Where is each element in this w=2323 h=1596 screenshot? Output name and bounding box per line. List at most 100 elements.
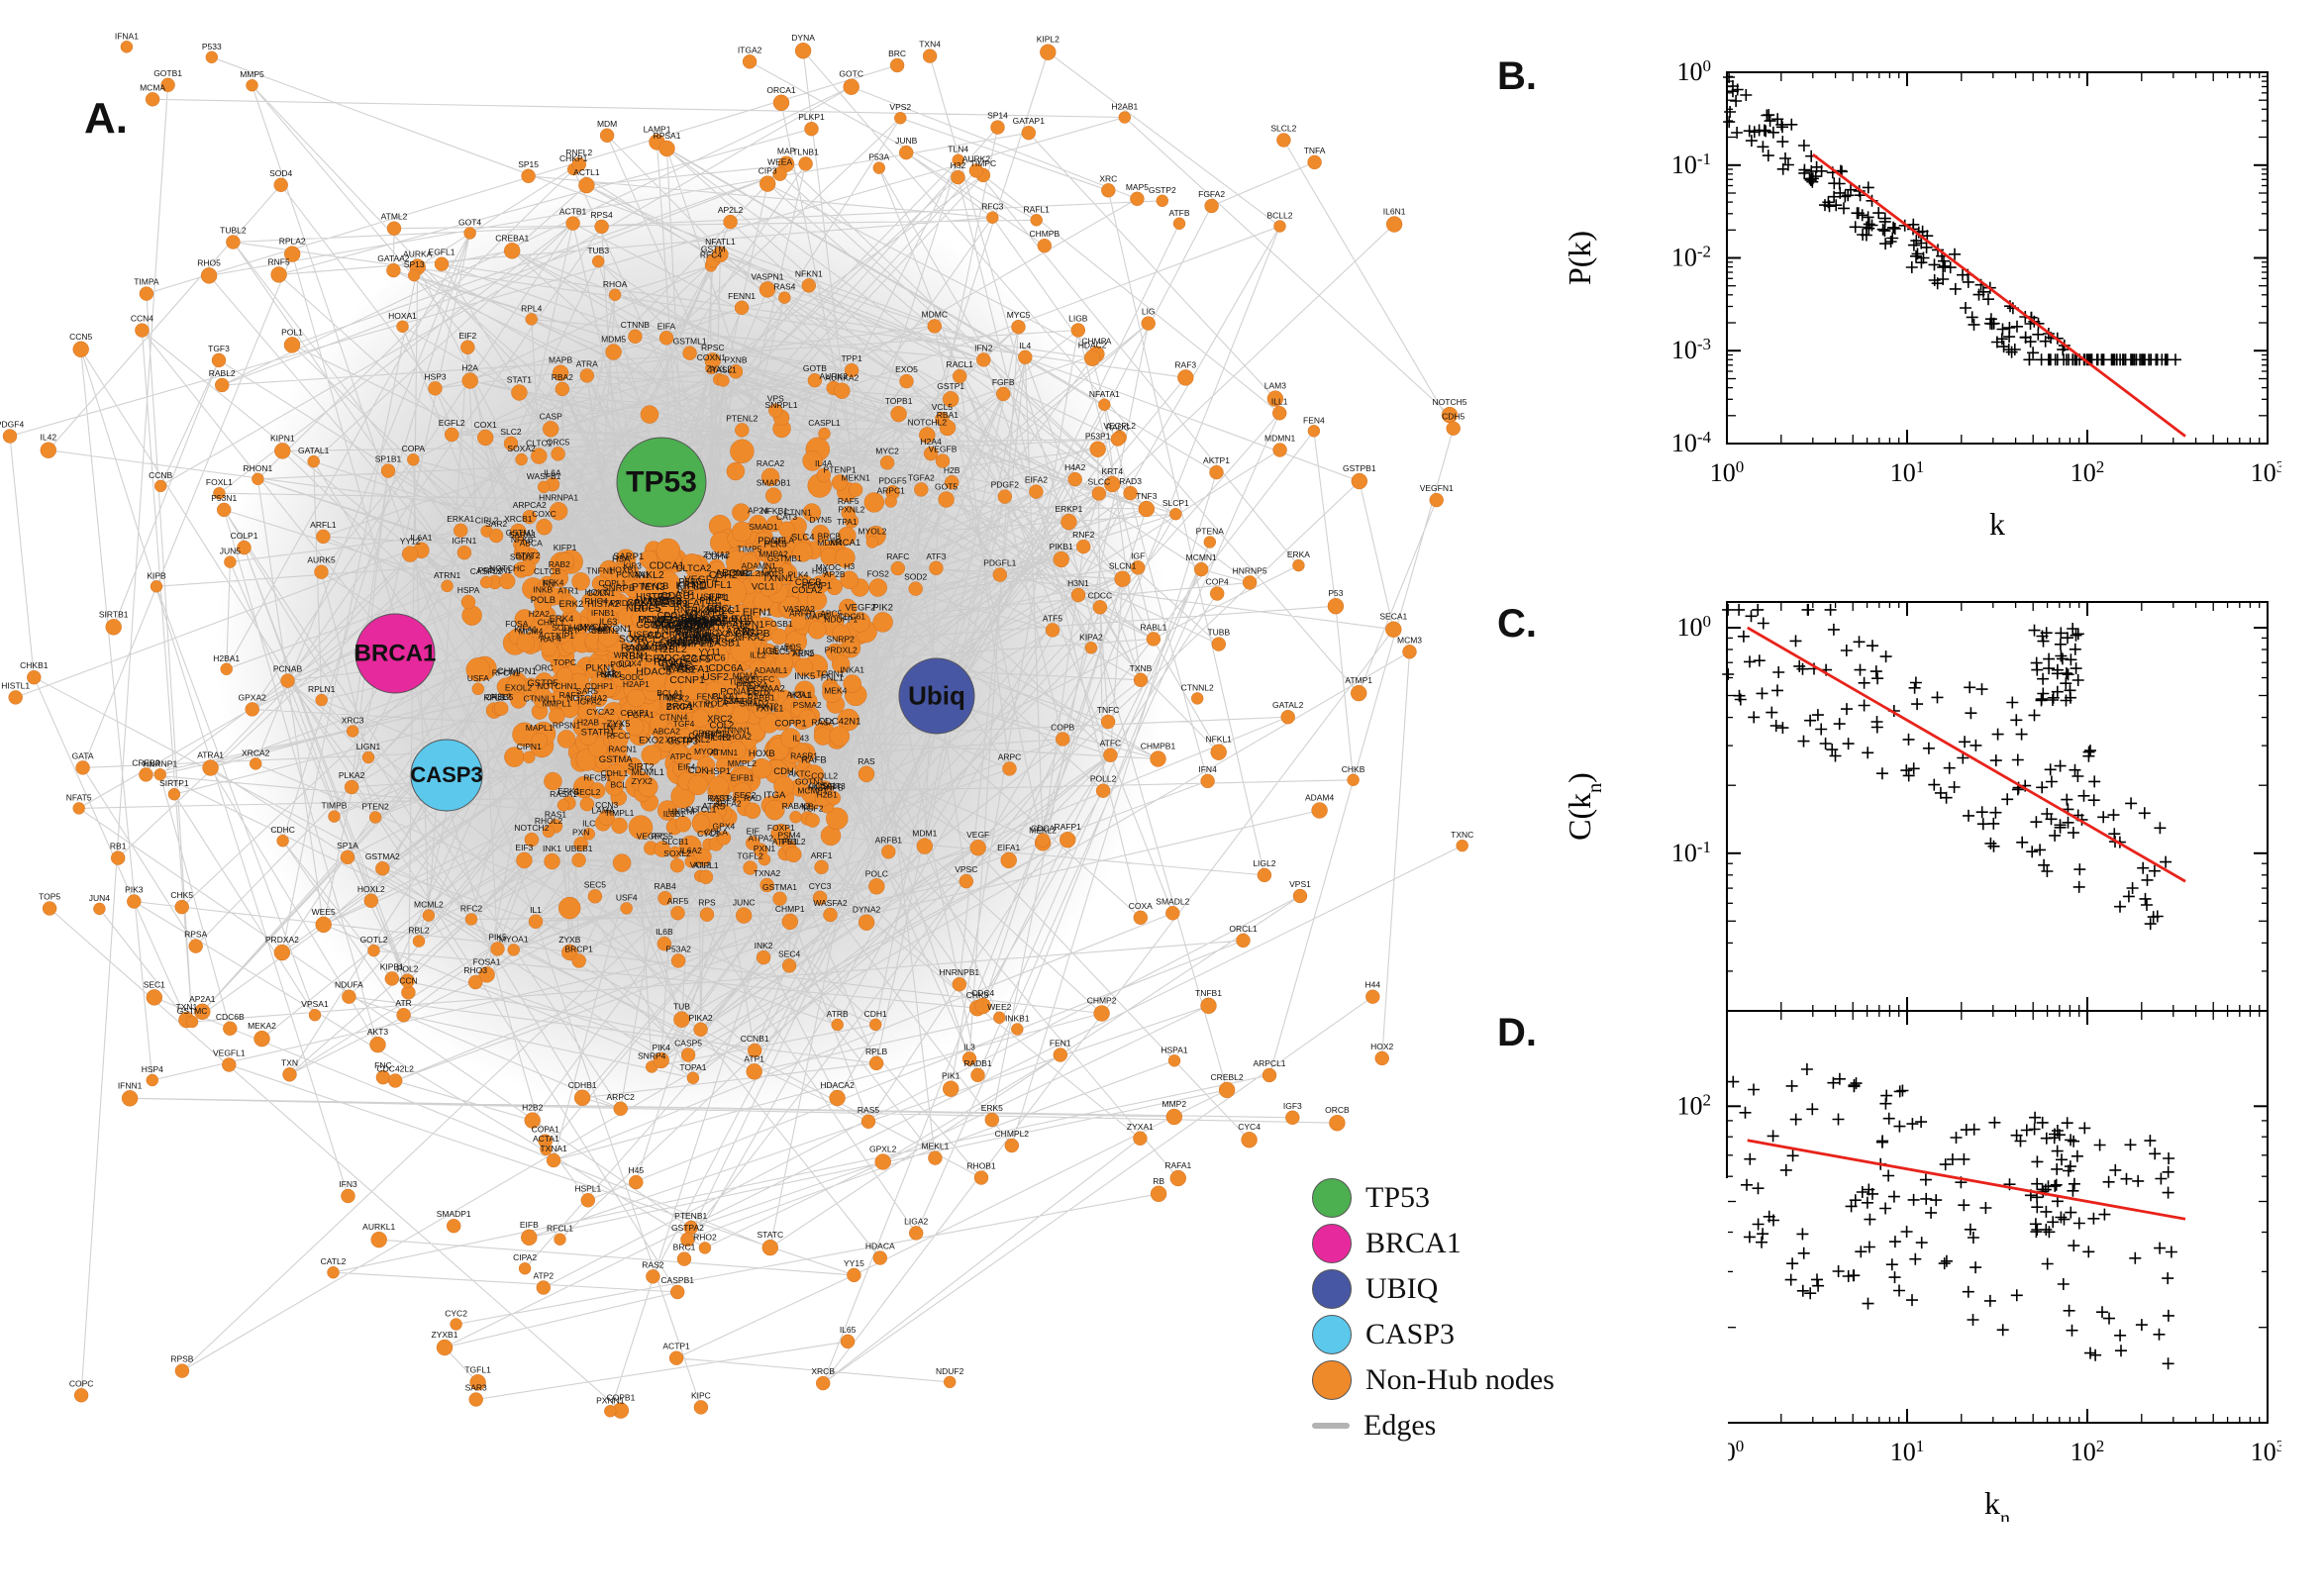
svg-text:VPS1: VPS1 [1289,879,1311,889]
svg-text:TOPA1: TOPA1 [679,1062,706,1072]
svg-text:GOTC: GOTC [839,69,863,79]
svg-text:FEN4: FEN4 [1303,415,1325,425]
svg-text:CASP: CASP [540,411,562,421]
svg-text:RFCL1: RFCL1 [547,1224,573,1234]
svg-text:HDACA2: HDACA2 [820,1080,855,1090]
svg-text:RHON1: RHON1 [244,463,273,473]
svg-text:SP15: SP15 [518,159,539,169]
svg-text:CREBL2: CREBL2 [1211,1072,1244,1082]
svg-text:PCNAB: PCNAB [273,664,303,674]
svg-text:BCL: BCL [611,780,628,790]
svg-text:CHMP2: CHMP2 [1087,996,1117,1006]
svg-text:ATMP1: ATMP1 [1345,675,1372,685]
svg-text:CTNNB: CTNNB [621,320,651,330]
svg-text:NFATA1: NFATA1 [1089,389,1120,399]
svg-text:RASL1: RASL1 [710,365,737,375]
svg-text:FENN1: FENN1 [728,291,756,301]
svg-text:CHK5: CHK5 [170,890,193,900]
svg-text:PLKA1: PLKA1 [713,691,740,701]
svg-text:CATL2: CATL2 [321,1256,347,1266]
svg-text:10-1: 10-1 [1671,837,1711,867]
svg-text:ERKP1: ERKP1 [1055,504,1082,514]
svg-text:TPP1: TPP1 [841,353,862,363]
svg-text:RPLA2: RPLA2 [279,237,306,247]
svg-text:COXA: COXA [1129,901,1153,911]
svg-text:UBEB1: UBEB1 [565,844,593,853]
svg-text:SLCC: SLCC [1087,477,1110,487]
svg-text:VEGFN1: VEGFN1 [1420,483,1454,493]
svg-text:CCNP1: CCNP1 [669,674,705,686]
svg-text:TNFN1: TNFN1 [586,566,614,576]
svg-text:ATML2: ATML2 [381,212,408,222]
svg-text:GSTMA1: GSTMA1 [762,882,797,892]
svg-text:XRC3: XRC3 [342,716,364,726]
svg-text:IL1: IL1 [530,905,542,915]
svg-text:10-3: 10-3 [1671,335,1711,365]
svg-text:RPSA: RPSA [184,930,207,940]
svg-text:MDM5: MDM5 [601,335,626,345]
svg-text:RNF5: RNF5 [267,256,289,266]
svg-text:ACTN1: ACTN1 [726,626,760,638]
svg-text:VASPN1: VASPN1 [752,271,784,281]
svg-text:H2A: H2A [461,363,478,373]
svg-text:NOTCHA2: NOTCHA2 [566,693,607,703]
svg-text:VEGF2: VEGF2 [845,602,875,613]
svg-text:ILL2: ILL2 [750,650,766,660]
svg-text:RNFL2: RNFL2 [565,148,592,157]
svg-text:CDK: CDK [688,765,709,776]
svg-text:100: 100 [1710,457,1745,488]
svg-text:TNFB1: TNFB1 [1195,988,1222,998]
svg-text:ITGA2: ITGA2 [738,45,762,54]
svg-text:P53L2: P53L2 [781,837,806,847]
svg-text:RAFC: RAFC [886,551,909,561]
svg-text:CAT3: CAT3 [776,512,797,522]
svg-text:ERKA1: ERKA1 [447,514,474,524]
svg-text:P53N1: P53N1 [211,493,237,503]
svg-text:CHMPN1: CHMPN1 [497,666,537,677]
svg-text:RADB1: RADB1 [963,1058,992,1068]
svg-text:CDC4: CDC4 [971,988,994,998]
svg-text:RNFA1: RNFA1 [672,598,706,610]
svg-text:GATAP1: GATAP1 [1013,116,1046,126]
svg-text:ATFC: ATFC [1100,739,1122,748]
svg-text:KRTL1: KRTL1 [675,579,708,591]
svg-text:COLL2: COLL2 [811,771,838,781]
svg-text:H2AB1: H2AB1 [1111,102,1138,112]
svg-text:CYCA2: CYCA2 [586,707,615,717]
svg-text:AURKL1: AURKL1 [362,1222,395,1232]
svg-text:TGF3: TGF3 [208,344,230,353]
svg-text:DYNA: DYNA [791,33,815,43]
svg-text:TLNA: TLNA [729,677,751,687]
svg-text:VEGF: VEGF [966,830,989,840]
svg-text:PDGF2: PDGF2 [991,480,1020,490]
svg-text:GPXA1: GPXA1 [627,597,658,608]
svg-text:PSML2: PSML2 [638,614,672,626]
svg-text:PLK5: PLK5 [763,539,786,549]
svg-text:MCMA: MCMA [140,82,165,92]
svg-text:INKB1: INKB1 [1005,1014,1030,1024]
svg-text:HNRNP1: HNRNP1 [143,758,177,768]
svg-text:PRDXA2: PRDXA2 [265,935,299,945]
svg-text:RAD3: RAD3 [1119,476,1142,486]
svg-text:EIFA1: EIFA1 [997,843,1020,852]
svg-text:CHMP1: CHMP1 [775,904,805,914]
svg-text:P53A: P53A [868,152,889,162]
svg-text:USFA: USFA [467,673,490,683]
svg-text:RFC2: RFC2 [460,904,482,914]
svg-text:IFNN1: IFNN1 [118,1080,143,1090]
svg-text:CLTCL1: CLTCL1 [685,805,716,815]
svg-text:SIRTB1: SIRTB1 [99,609,129,619]
svg-text:CDC6B: CDC6B [216,1012,245,1022]
svg-text:SP13: SP13 [404,259,425,269]
svg-text:IFN3: IFN3 [339,1179,357,1189]
svg-text:FEN5: FEN5 [793,648,815,658]
svg-text:H3L2: H3L2 [491,692,512,702]
svg-text:GSTP2: GSTP2 [1149,185,1176,195]
svg-text:HSPL1: HSPL1 [574,1183,601,1193]
svg-text:HOXA1: HOXA1 [388,311,417,321]
svg-text:103: 103 [2251,1437,2281,1467]
svg-text:RAFA1: RAFA1 [1164,1160,1191,1170]
svg-text:JUNC: JUNC [733,898,756,908]
svg-text:102: 102 [2070,1437,2105,1467]
svg-text:ATRB: ATRB [827,1009,849,1019]
